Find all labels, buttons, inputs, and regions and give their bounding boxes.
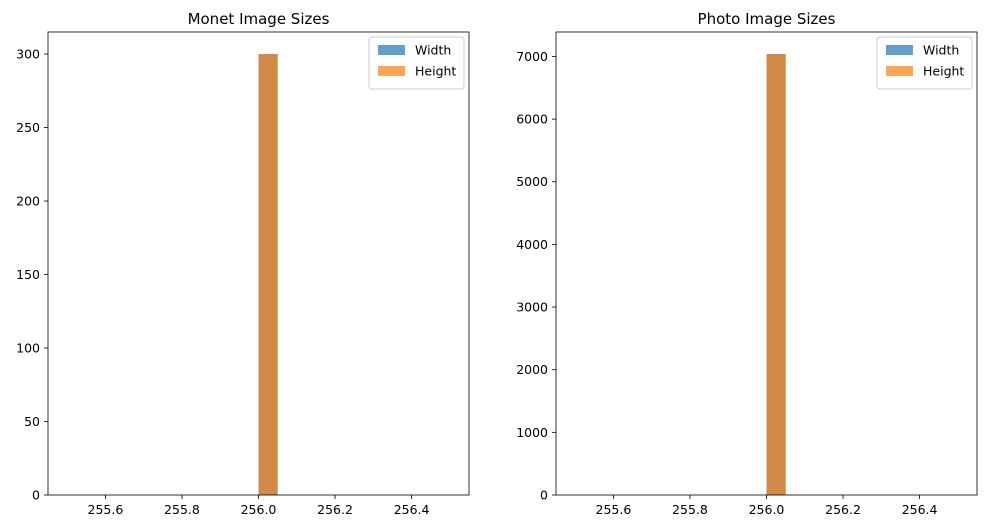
photo-chart-title: Photo Image Sizes — [698, 10, 836, 28]
photo-height-bar — [766, 54, 786, 495]
photo-y-tick-label: 7000 — [516, 49, 548, 64]
monet-chart-panel: Monet Image Sizes 255.6 255.8 256.0 256.2 256… — [16, 10, 470, 517]
monet-y-tick-label: 250 — [16, 120, 40, 135]
monet-legend-label-height: Height — [415, 64, 456, 79]
photo-y-tick-label: 2000 — [516, 362, 548, 377]
photo-x-tick-label: 256.0 — [749, 502, 785, 517]
photo-chart-panel: Photo Image Sizes 255.6 255.8 256.0 256.2 256… — [516, 10, 978, 517]
photo-y-tick-label: 3000 — [516, 300, 548, 315]
monet-y-tick-label: 50 — [24, 414, 40, 429]
monet-y-tick-label: 300 — [16, 47, 40, 62]
photo-x-tick-label: 255.8 — [672, 502, 708, 517]
photo-y-tick-label: 6000 — [516, 112, 548, 127]
monet-y-tick-label: 200 — [16, 194, 40, 209]
monet-legend: Width Height — [368, 36, 465, 90]
photo-y-tick-label: 4000 — [516, 237, 548, 252]
photo-legend-label-height: Height — [923, 64, 964, 79]
photo-x-tick-label: 255.6 — [596, 502, 632, 517]
photo-legend-swatch-width — [886, 45, 913, 55]
monet-x-tick-label: 255.6 — [88, 502, 124, 517]
photo-y-tick-label: 5000 — [516, 174, 548, 189]
monet-legend-swatch-height — [378, 66, 405, 76]
monet-y-tick-label: 100 — [16, 341, 40, 356]
photo-x-tick-label: 256.2 — [825, 502, 861, 517]
monet-x-tick-label: 256.0 — [241, 502, 277, 517]
monet-x-tick-label: 256.4 — [394, 502, 430, 517]
photo-legend-label-width: Width — [923, 43, 959, 58]
photo-y-tick-label: 1000 — [516, 425, 548, 440]
photo-legend: Width Height — [876, 36, 973, 90]
monet-y-tick-label: 150 — [16, 267, 40, 282]
monet-y-tick-label: 0 — [32, 488, 40, 503]
monet-x-tick-label: 255.8 — [164, 502, 200, 517]
monet-legend-label-width: Width — [415, 43, 451, 58]
photo-x-tick-label: 256.4 — [902, 502, 938, 517]
monet-chart-title: Monet Image Sizes — [188, 10, 330, 28]
photo-legend-swatch-height — [886, 66, 913, 76]
monet-legend-swatch-width — [378, 45, 405, 55]
monet-height-bar — [258, 54, 278, 496]
photo-y-tick-label: 0 — [540, 488, 548, 503]
monet-x-tick-label: 256.2 — [317, 502, 353, 517]
